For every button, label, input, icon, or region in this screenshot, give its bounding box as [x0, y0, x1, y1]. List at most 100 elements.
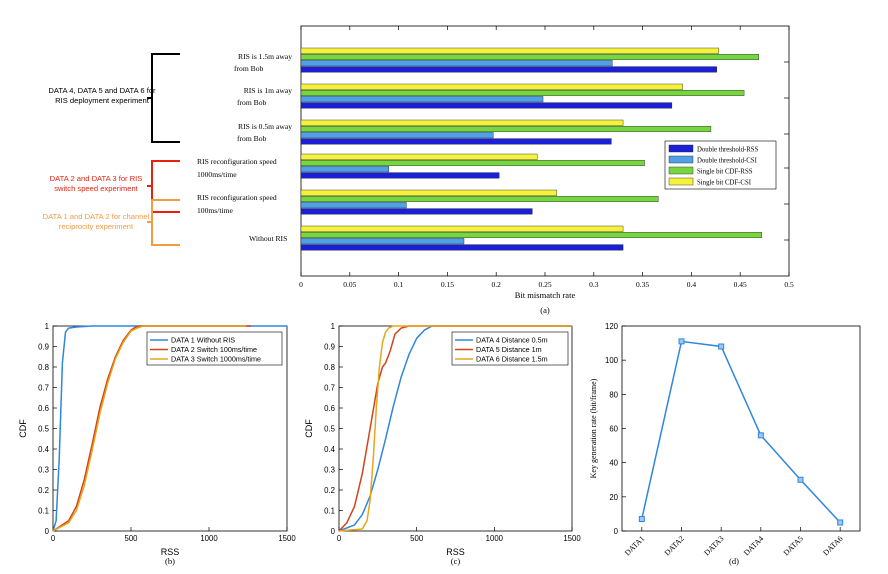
row-label: RIS is 1.5m away	[238, 51, 292, 63]
chart-d-ytick-label: 80	[609, 390, 618, 399]
chart-a-bar	[300, 102, 673, 109]
chart-a-legend-swatch	[668, 155, 694, 164]
row-label: from Bob	[237, 97, 266, 109]
chart-b-xtick-label: 1000	[200, 534, 218, 543]
chart-b-ytick-label: 0.6	[38, 404, 49, 413]
chart-d-ytick-label: 0	[614, 527, 619, 536]
chart-a-xtick-label: 0	[299, 280, 303, 289]
chart-a-legend-swatch	[668, 144, 694, 153]
row-label-line: from Bob	[237, 98, 267, 107]
bracket-orange	[147, 199, 180, 246]
annotation-black-text: DATA 4, DATA 5 and DATA 6 for RIS deploy…	[48, 86, 156, 105]
chart-b-series-line	[52, 325, 247, 532]
chart-b-ytick-label: 0.9	[38, 343, 49, 352]
chart-a-bar	[300, 159, 645, 166]
chart-b-legend-label: DATA 1 Without RIS	[171, 336, 235, 345]
chart-a-bar	[300, 166, 390, 173]
row-label-line: RIS is 1.5m away	[238, 52, 292, 61]
chart-d-point	[678, 338, 685, 345]
row-label: RIS reconfiguration speed	[197, 192, 277, 204]
row-label-line: RIS reconfiguration speed	[197, 157, 277, 166]
chart-c-ytick-label: 0.9	[324, 343, 335, 352]
chart-b-ytick-label: 0.1	[38, 507, 49, 516]
bracket-black	[147, 53, 180, 143]
chart-a-legend-label: Single bit CDF-CSI	[697, 180, 752, 187]
chart-d-point	[837, 519, 844, 526]
chart-c-xtick-label: 0	[337, 534, 342, 543]
chart-a-bar	[300, 208, 533, 215]
chart-b-legend-label: DATA 3 Switch 1000ms/time	[171, 355, 261, 364]
chart-d-xtick-label: DATA2	[663, 534, 686, 557]
annotation-orange-text: DATA 1 and DATA 2 for channel reciprocit…	[42, 212, 150, 231]
chart-a-bar	[300, 54, 759, 61]
row-label: Without RIS	[249, 233, 287, 245]
chart-d-xtick-label: DATA5	[782, 534, 805, 557]
chart-d-ytick-label: 40	[609, 459, 618, 468]
chart-d-xtick-label: DATA3	[702, 534, 725, 557]
chart-b-legend-label: DATA 2 Switch 100ms/time	[171, 345, 257, 354]
chart-a-bar	[300, 195, 659, 202]
chart-a-legend-label: Single bit CDF-RSS	[697, 169, 753, 176]
row-label-line: RIS is 1m away	[243, 86, 292, 95]
chart-b-ytick-label: 0.5	[38, 425, 50, 434]
chart-b-ylabel: CDF	[18, 419, 28, 438]
chart-b-xlabel: RSS	[161, 547, 180, 557]
chart-c-legend-label: DATA 5 Distance 1m	[476, 345, 542, 354]
chart-c-legend-label: DATA 6 Distance 1.5m	[476, 355, 548, 364]
chart-b-panel-label: (b)	[165, 556, 175, 566]
chart-d-ylabel: Key generation rate (bit/frame)	[589, 378, 598, 478]
row-label: RIS reconfiguration speed	[197, 156, 277, 168]
chart-d-point	[638, 516, 645, 523]
chart-c-legend-label: DATA 4 Distance 0.5m	[476, 336, 548, 345]
chart-b-series-line	[52, 325, 287, 532]
chart-b-series-line	[52, 325, 252, 532]
chart-a-legend-swatch	[668, 177, 694, 186]
chart-d-point	[718, 343, 725, 350]
row-label: from Bob	[237, 133, 266, 145]
chart-b-ytick-label: 0.4	[38, 445, 50, 454]
chart-c-ytick-label: 1	[331, 322, 335, 331]
chart-b-xtick-label: 500	[124, 534, 138, 543]
chart-a-legend-label: Double threshold-CSI	[697, 158, 758, 165]
row-label: RIS is 1m away	[244, 85, 292, 97]
chart-a-xtick-label: 0.35	[636, 280, 649, 289]
row-label-line: 100ms/time	[197, 206, 233, 215]
chart-c-ylabel: CDF	[304, 419, 314, 438]
chart-a-bar	[300, 244, 624, 251]
chart-d-ytick-label: 100	[605, 356, 619, 365]
chart-c-xtick-label: 1500	[563, 534, 581, 543]
chart-d-point	[757, 432, 764, 439]
chart-d-panel-label: (d)	[729, 556, 739, 566]
annotation-red-text: DATA 2 and DATA 3 for RIS switch speed e…	[49, 174, 143, 193]
chart-c-ytick-label: 0.3	[324, 466, 335, 475]
chart-a-bar	[300, 119, 624, 126]
chart-a-xtick-label: 0.05	[343, 280, 356, 289]
chart-a-bar	[300, 60, 613, 67]
chart-a-bar	[300, 89, 745, 96]
chart-d-ytick-label: 60	[609, 425, 618, 434]
chart-a-bar	[300, 238, 465, 245]
chart-b-xtick-label: 0	[51, 534, 56, 543]
chart-a-bar	[300, 96, 544, 103]
chart-c-ytick-label: 0	[331, 527, 336, 536]
chart-d-ytick-label: 120	[605, 322, 619, 331]
chart-c-ytick-label: 0.6	[324, 404, 335, 413]
chart-a-xtick-label: 0.45	[734, 280, 747, 289]
chart-c-panel-label: (c)	[451, 556, 461, 566]
row-label-line: RIS reconfiguration speed	[197, 193, 277, 202]
row-label-line: Without RIS	[249, 234, 288, 243]
chart-b-ytick-label: 0.3	[38, 466, 49, 475]
chart-a-xtick-label: 0.4	[687, 280, 697, 289]
chart-c-ytick-label: 0.1	[324, 507, 335, 516]
chart-a-legend-swatch	[668, 166, 694, 175]
chart-a-bar	[300, 125, 712, 132]
chart-a-xtick-label: 0.5	[784, 280, 794, 289]
chart-b-ytick-label: 0	[45, 527, 50, 536]
chart-a-xlabel: Bit mismatch rate	[515, 290, 576, 300]
row-label-line: from Bob	[234, 64, 264, 73]
chart-c-xlabel: RSS	[446, 547, 465, 557]
chart-a-xtick-label: 0.25	[538, 280, 551, 289]
chart-b-xtick-label: 1500	[278, 534, 296, 543]
chart-b-ytick-label: 0.2	[38, 486, 49, 495]
